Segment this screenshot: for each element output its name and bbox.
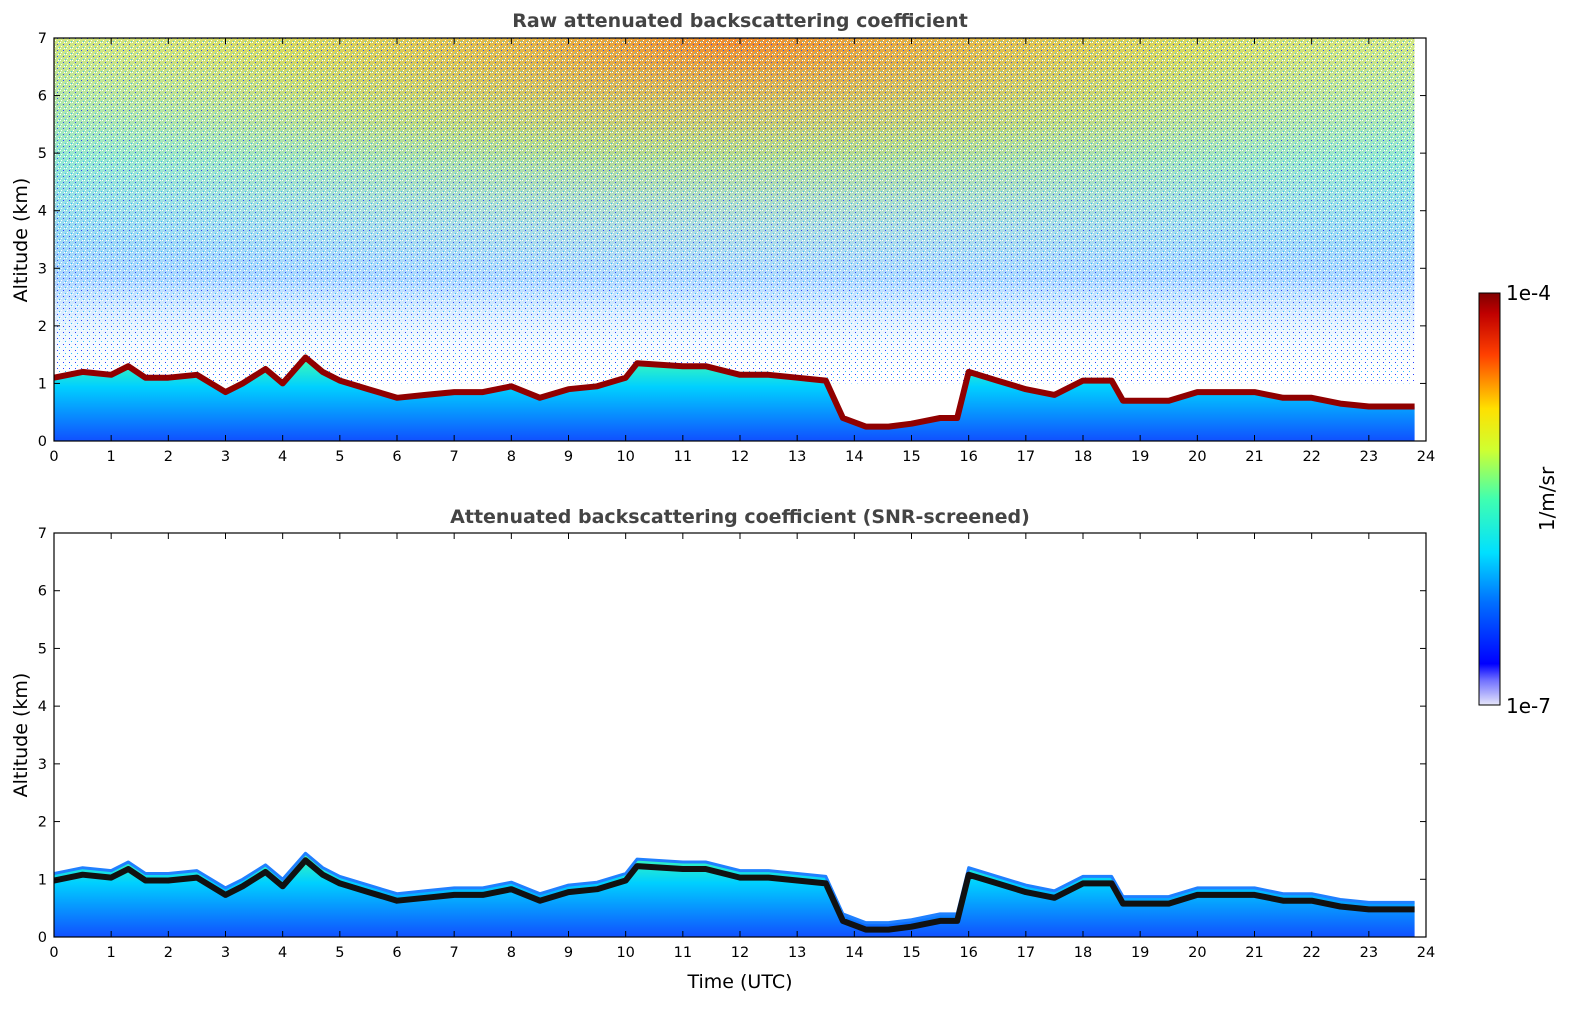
- x-tick-label: 19: [1131, 945, 1149, 961]
- x-tick-label: 15: [902, 449, 920, 465]
- x-tick-label: 8: [507, 449, 516, 465]
- x-tick-label: 24: [1417, 945, 1435, 961]
- y-tick-label: 7: [38, 526, 47, 542]
- heatmap-raw: [54, 38, 1415, 441]
- x-tick-label: 12: [731, 449, 749, 465]
- panel-raw: Raw attenuated backscattering coefficien…: [10, 10, 1435, 465]
- x-tick-label: 12: [731, 945, 749, 961]
- x-axis-label: Time (UTC): [686, 971, 792, 993]
- x-tick-label: 14: [845, 449, 863, 465]
- chart-title: Attenuated backscattering coefficient (S…: [450, 506, 1030, 528]
- colorbar-max-label: 1e-4: [1506, 281, 1551, 305]
- noise-speckle: [54, 38, 1415, 384]
- boundary-layer-top: [54, 857, 1415, 933]
- x-tick-label: 11: [674, 449, 692, 465]
- x-tick-label: 2: [164, 449, 173, 465]
- boundary-layer-edge: [54, 851, 1415, 925]
- x-tick-label: 0: [49, 945, 58, 961]
- x-tick-label: 7: [450, 449, 459, 465]
- x-tick-label: 11: [674, 945, 692, 961]
- x-tick-label: 23: [1360, 945, 1378, 961]
- x-tick-label: 14: [845, 945, 863, 961]
- y-tick-label: 0: [38, 434, 47, 450]
- x-tick-label: 16: [959, 449, 977, 465]
- x-tick-label: 1: [107, 449, 116, 465]
- x-tick-label: 4: [278, 449, 287, 465]
- y-tick-label: 2: [38, 319, 47, 335]
- colorbar-gradient: [1478, 292, 1501, 706]
- x-tick-label: 21: [1245, 449, 1263, 465]
- x-axis: 0 1 2 3 4 5 6 7 8 9 10 11 12 13 14 15 16 17 18 19 20 21 22 23 24: [49, 38, 1435, 465]
- x-tick-label: 20: [1188, 449, 1206, 465]
- x-tick-label: 18: [1074, 449, 1092, 465]
- x-tick-label: 7: [450, 945, 459, 961]
- colorbar: 1e-4 1e-7 1/m/sr: [1478, 281, 1559, 718]
- x-tick-label: 21: [1245, 945, 1263, 961]
- x-tick-label: 13: [788, 449, 806, 465]
- x-tick-label: 22: [1302, 449, 1320, 465]
- y-axis: 0 1 2 3 4 5 6 7: [38, 31, 1426, 450]
- y-tick-label: 4: [38, 699, 47, 715]
- x-tick-label: 2: [164, 945, 173, 961]
- x-tick-label: 17: [1017, 449, 1035, 465]
- x-tick-label: 13: [788, 945, 806, 961]
- x-axis: 0 1 2 3 4 5 6 7 8 9 10 11 12 13 14 15 16 17 18 19 20 21 22 23 24: [49, 533, 1435, 961]
- y-tick-label: 5: [38, 641, 47, 657]
- x-tick-label: 6: [392, 449, 401, 465]
- x-tick-label: 23: [1360, 449, 1378, 465]
- y-tick-label: 6: [38, 584, 47, 600]
- y-tick-label: 5: [38, 146, 47, 162]
- x-tick-label: 15: [902, 945, 920, 961]
- panel-screened: Attenuated backscattering coefficient (S…: [10, 506, 1435, 993]
- y-axis: 0 1 2 3 4 5 6 7: [38, 526, 1426, 946]
- y-tick-label: 2: [38, 815, 47, 831]
- x-tick-label: 10: [616, 945, 634, 961]
- heatmap-screened: [54, 851, 1415, 937]
- x-tick-label: 4: [278, 945, 287, 961]
- x-tick-label: 18: [1074, 945, 1092, 961]
- x-tick-label: 5: [335, 449, 344, 465]
- x-tick-label: 8: [507, 945, 516, 961]
- x-tick-label: 0: [49, 449, 58, 465]
- boundary-layer-fill: [54, 357, 1415, 441]
- chart-title: Raw attenuated backscattering coefficien…: [512, 10, 968, 32]
- x-tick-label: 24: [1417, 449, 1435, 465]
- x-tick-label: 19: [1131, 449, 1149, 465]
- y-tick-label: 6: [38, 89, 47, 105]
- x-tick-label: 9: [564, 449, 573, 465]
- y-tick-label: 3: [38, 261, 47, 277]
- y-axis-label: Altitude (km): [10, 178, 32, 303]
- x-tick-label: 16: [959, 945, 977, 961]
- y-tick-label: 4: [38, 204, 47, 220]
- y-tick-label: 1: [38, 376, 47, 392]
- x-tick-label: 1: [107, 945, 116, 961]
- x-tick-label: 3: [221, 945, 230, 961]
- x-tick-label: 9: [564, 945, 573, 961]
- y-tick-label: 3: [38, 757, 47, 773]
- x-tick-label: 17: [1017, 945, 1035, 961]
- x-tick-label: 10: [616, 449, 634, 465]
- colorbar-unit-label: 1/m/sr: [1535, 466, 1559, 531]
- y-axis-label: Altitude (km): [10, 673, 32, 798]
- y-tick-label: 0: [38, 930, 47, 946]
- y-tick-label: 1: [38, 872, 47, 888]
- boundary-layer-fill: [54, 853, 1415, 937]
- x-tick-label: 22: [1302, 945, 1320, 961]
- x-tick-label: 5: [335, 945, 344, 961]
- y-tick-label: 7: [38, 31, 47, 47]
- x-tick-label: 20: [1188, 945, 1206, 961]
- x-tick-label: 3: [221, 449, 230, 465]
- boundary-layer-top: [54, 354, 1415, 430]
- x-tick-label: 6: [392, 945, 401, 961]
- colorbar-min-label: 1e-7: [1506, 694, 1551, 718]
